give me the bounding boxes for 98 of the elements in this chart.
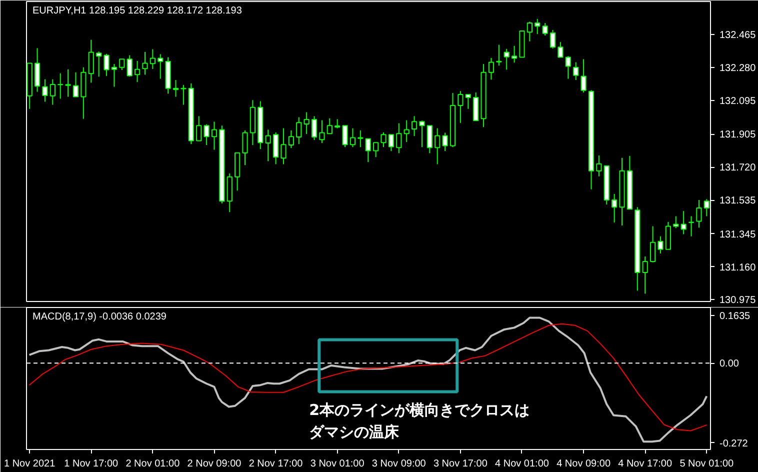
x-tick-label: 1 Nov 2021 <box>4 458 56 470</box>
y-tick-label: 132.280 <box>720 62 756 74</box>
candlestick <box>542 22 548 36</box>
candlestick <box>458 90 464 124</box>
candlestick <box>380 132 386 148</box>
candlestick <box>465 94 471 110</box>
candlestick <box>88 39 94 84</box>
candlestick <box>211 121 218 150</box>
candlestick <box>365 138 371 163</box>
candlestick <box>496 44 502 66</box>
candlestick <box>296 116 302 145</box>
candlestick <box>411 116 418 137</box>
candlestick <box>119 58 125 71</box>
candlestick <box>134 60 140 82</box>
candlestick <box>342 125 348 148</box>
candlestick <box>396 122 402 154</box>
x-tick-label: 2 Nov 01:00 <box>126 458 180 470</box>
candlestick <box>388 134 394 152</box>
candlestick <box>473 92 479 122</box>
candlestick <box>696 200 702 228</box>
y-tick-label: 0.00 <box>720 358 740 370</box>
candlestick <box>550 29 556 50</box>
candlestick <box>488 57 494 80</box>
candlestick <box>319 120 325 144</box>
y-tick-label: 132.095 <box>720 96 756 107</box>
candlestick <box>150 48 156 70</box>
candlestick <box>434 128 440 165</box>
x-tick-label: 4 Nov 17:00 <box>618 458 672 470</box>
chart-title: EURJPY,H1 128.195 128.229 128.172 128.193 <box>32 6 242 16</box>
y-tick-label: 131.535 <box>720 196 756 207</box>
candlestick <box>34 48 40 92</box>
y-tick-label: 131.160 <box>720 262 756 274</box>
candlestick <box>42 78 48 102</box>
candlestick <box>573 62 579 81</box>
y-tick-label: 131.720 <box>720 162 756 174</box>
candlestick <box>142 51 148 76</box>
candlestick <box>65 68 71 98</box>
x-tick-label: 1 Nov 17:00 <box>64 458 119 470</box>
candlestick <box>288 130 294 149</box>
candlestick <box>426 125 432 154</box>
candlestick <box>665 221 671 250</box>
candlestick <box>511 45 518 64</box>
candlestick <box>558 42 564 58</box>
candlestick <box>272 132 279 165</box>
candlestick <box>334 118 340 129</box>
candlestick <box>358 130 364 148</box>
y-tick-label: 131.345 <box>720 229 756 240</box>
candlestick <box>642 256 648 294</box>
candlestick <box>50 78 56 106</box>
candlestick <box>72 72 79 98</box>
candlestick <box>58 72 64 100</box>
candlestick <box>304 112 310 134</box>
candlestick <box>658 236 664 254</box>
x-tick-label: 3 Nov 01:00 <box>310 458 365 470</box>
x-tick-label: 2 Nov 09:00 <box>187 458 242 470</box>
candlestick <box>373 142 379 158</box>
candlestick <box>265 129 271 162</box>
y-tick-label: 130.975 <box>720 295 756 306</box>
candlestick <box>96 51 102 78</box>
candlestick <box>680 210 686 235</box>
candlestick <box>204 124 210 146</box>
candlestick <box>104 53 110 76</box>
x-tick-label: 3 Nov 09:00 <box>372 458 426 470</box>
candlestick <box>126 54 132 78</box>
x-tick-label: 4 Nov 09:00 <box>556 458 611 470</box>
chart-title: MACD(8,17,9) -0.0036 0.0239 <box>32 312 167 322</box>
candlestick <box>650 226 656 263</box>
candlestick <box>280 128 286 165</box>
candlestick <box>565 56 571 80</box>
candlestick <box>172 80 179 98</box>
y-tick-label: 131.905 <box>720 130 756 141</box>
candlestick <box>526 21 532 42</box>
annotation: ダマシの温床 <box>309 422 400 441</box>
candlestick <box>580 58 586 93</box>
candlestick <box>158 54 164 80</box>
candlestick <box>419 120 425 148</box>
y-tick-label: 0.1635 <box>720 310 751 322</box>
x-tick-label: 5 Nov 01:00 <box>680 458 734 470</box>
candlestick <box>111 63 118 88</box>
x-tick-label: 3 Nov 17:00 <box>433 458 488 470</box>
candlestick <box>326 118 332 134</box>
candlestick <box>504 48 510 70</box>
candlestick <box>596 155 602 177</box>
candlestick <box>242 130 248 166</box>
candlestick <box>196 116 202 142</box>
candlestick <box>350 128 356 148</box>
y-tick-label: -0.272 <box>720 438 748 450</box>
annotation: 2本のラインが横向きでクロスは <box>309 400 530 419</box>
candlestick <box>673 216 679 229</box>
candlestick <box>534 18 540 35</box>
y-tick-label: 132.465 <box>720 30 756 41</box>
candlestick <box>404 120 410 142</box>
candlestick <box>688 216 694 237</box>
x-tick-label: 2 Nov 17:00 <box>248 458 304 470</box>
candlestick <box>311 116 318 141</box>
candlestick <box>612 193 618 223</box>
candlestick <box>442 132 448 152</box>
x-tick-label: 4 Nov 01:00 <box>495 458 550 470</box>
